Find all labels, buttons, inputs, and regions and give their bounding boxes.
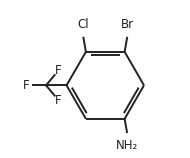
Text: Cl: Cl xyxy=(78,18,89,31)
Text: F: F xyxy=(23,79,30,92)
Text: NH₂: NH₂ xyxy=(116,139,138,152)
Text: Br: Br xyxy=(120,18,134,31)
Text: F: F xyxy=(55,64,62,77)
Text: F: F xyxy=(55,94,62,107)
